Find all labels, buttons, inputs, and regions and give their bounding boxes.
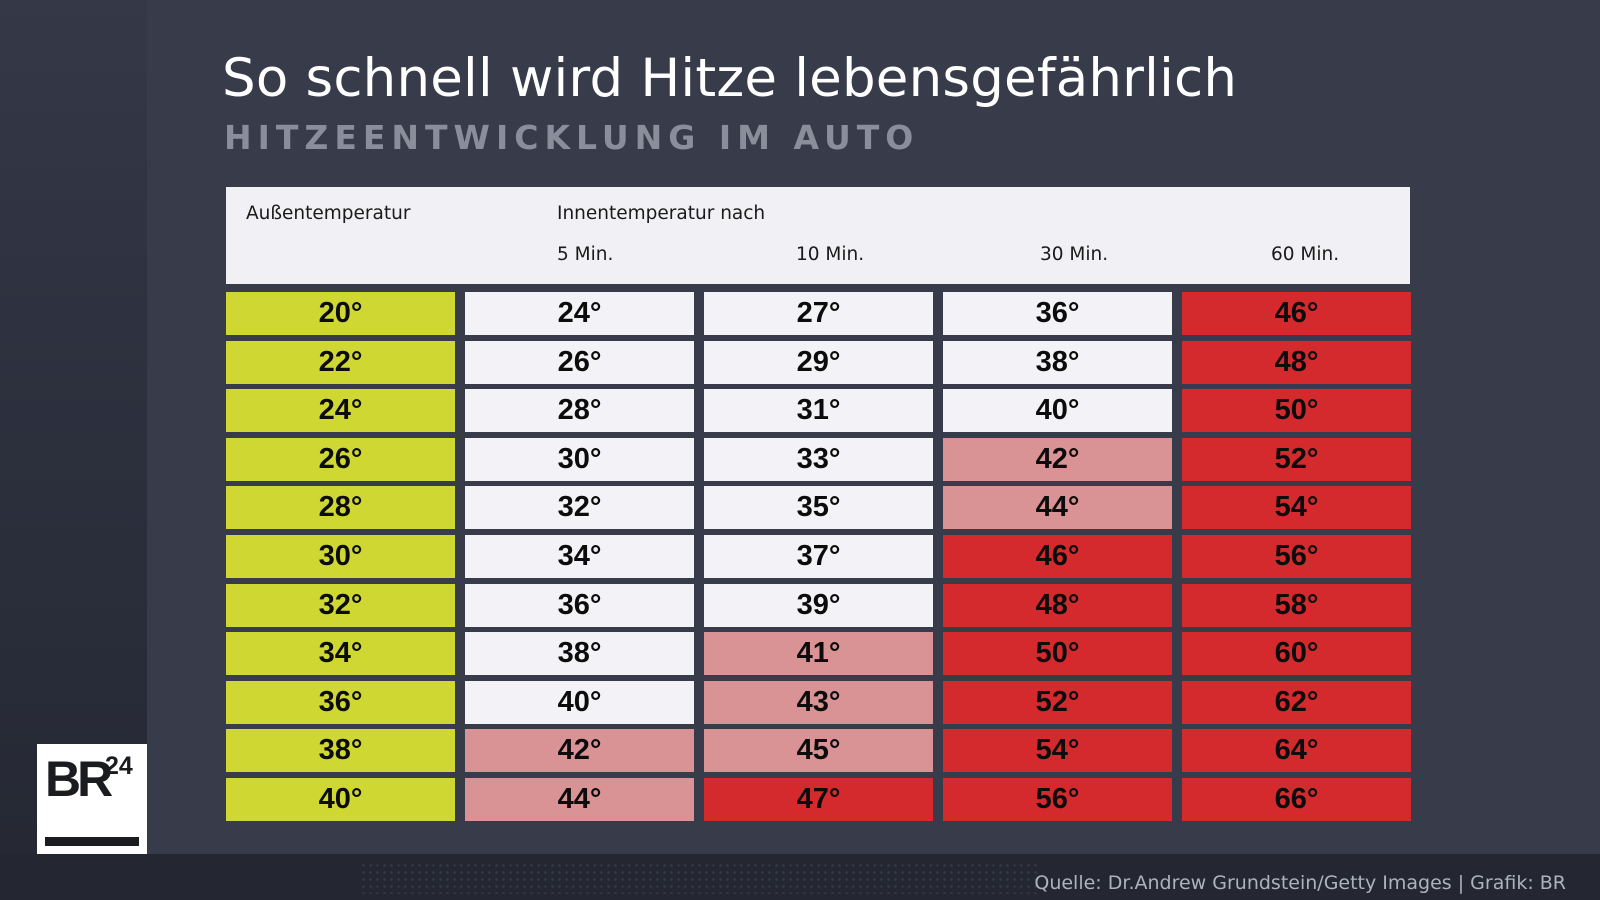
logo-number: 24 [105,752,133,780]
temperature-grid: 20° 24° 27° 36° 46° 22° 26° 29° 38° 48° 24° 28° 31° 4… [226,292,1411,827]
table-header: Außentemperatur Innentemperatur nach 5 M… [226,187,1410,284]
inside-temp-cell: 24° [465,292,694,335]
inside-temp-label: Innentemperatur nach [557,203,766,224]
inside-temp-cell: 41° [704,632,933,676]
table-row: 28° 32° 35° 44° 54° [226,486,1411,530]
inside-temp-cell: 37° [704,534,933,578]
inside-temp-cell: 29° [704,340,933,384]
table-row: 34° 38° 41° 50° 60° [226,632,1411,676]
inside-temp-cell: 44° [465,777,694,821]
inside-temp-cell: 39° [704,583,933,627]
footer: Quelle: Dr.Andrew Grundstein/Getty Image… [0,854,1600,900]
inside-temp-cell: 46° [943,534,1172,578]
inside-temp-cell: 36° [943,292,1172,335]
inside-temp-cell: 50° [1182,389,1411,433]
inside-temp-cell: 34° [465,534,694,578]
table-row: 32° 36° 39° 48° 58° [226,583,1411,627]
inside-temp-cell: 64° [1182,729,1411,773]
inside-temp-cell: 62° [1182,680,1411,724]
inside-temp-cell: 40° [943,389,1172,433]
logo-bar [45,837,139,846]
inside-temp-cell: 56° [1182,534,1411,578]
world-map-dots [360,862,1040,894]
outside-temp-cell: 30° [226,534,455,578]
inside-temp-cell: 48° [943,583,1172,627]
column-header-30-min: 30 Min. [1040,244,1109,265]
outside-temp-cell: 38° [226,729,455,773]
inside-temp-cell: 28° [465,389,694,433]
outside-temp-cell: 36° [226,680,455,724]
inside-temp-cell: 40° [465,680,694,724]
inside-temp-cell: 32° [465,486,694,530]
inside-temp-cell: 33° [704,437,933,481]
outside-temp-label: Außentemperatur [246,203,411,224]
outside-temp-cell: 34° [226,632,455,676]
table-row: 36° 40° 43° 52° 62° [226,680,1411,724]
page-title: So schnell wird Hitze lebensgefährlich [222,48,1238,109]
inside-temp-cell: 60° [1182,632,1411,676]
inside-temp-cell: 30° [465,437,694,481]
table-row: 26° 30° 33° 42° 52° [226,437,1411,481]
inside-temp-cell: 44° [943,486,1172,530]
inside-temp-cell: 52° [1182,437,1411,481]
table-row: 20° 24° 27° 36° 46° [226,292,1411,335]
inside-temp-cell: 54° [943,729,1172,773]
outside-temp-cell: 32° [226,583,455,627]
inside-temp-cell: 42° [465,729,694,773]
inside-temp-cell: 66° [1182,777,1411,821]
column-header-5-min: 5 Min. [557,244,614,265]
outside-temp-cell: 22° [226,340,455,384]
inside-temp-cell: 36° [465,583,694,627]
source-credit: Quelle: Dr.Andrew Grundstein/Getty Image… [1034,872,1566,894]
inside-temp-cell: 27° [704,292,933,335]
table-row: 40° 44° 47° 56° 66° [226,777,1411,821]
table-row: 24° 28° 31° 40° 50° [226,389,1411,433]
inside-temp-cell: 54° [1182,486,1411,530]
inside-temp-cell: 50° [943,632,1172,676]
outside-temp-cell: 20° [226,292,455,335]
inside-temp-cell: 38° [943,340,1172,384]
inside-temp-cell: 52° [943,680,1172,724]
table-row: 22° 26° 29° 38° 48° [226,340,1411,384]
inside-temp-cell: 47° [704,777,933,821]
inside-temp-cell: 31° [704,389,933,433]
column-header-10-min: 10 Min. [796,244,865,265]
inside-temp-cell: 45° [704,729,933,773]
inside-temp-cell: 46° [1182,292,1411,335]
logo-letters: BR [45,751,113,807]
br24-logo: BR 24 [37,744,147,854]
page-subtitle: HITZEENTWICKLUNG IM AUTO [224,118,920,157]
inside-temp-cell: 26° [465,340,694,384]
inside-temp-cell: 42° [943,437,1172,481]
inside-temp-cell: 58° [1182,583,1411,627]
outside-temp-cell: 26° [226,437,455,481]
outside-temp-cell: 24° [226,389,455,433]
inside-temp-cell: 56° [943,777,1172,821]
inside-temp-cell: 48° [1182,340,1411,384]
outside-temp-cell: 40° [226,777,455,821]
inside-temp-cell: 35° [704,486,933,530]
outside-temp-cell: 28° [226,486,455,530]
table-row: 38° 42° 45° 54° 64° [226,729,1411,773]
inside-temp-cell: 38° [465,632,694,676]
inside-temp-cell: 43° [704,680,933,724]
column-header-60-min: 60 Min. [1271,244,1340,265]
table-row: 30° 34° 37° 46° 56° [226,534,1411,578]
